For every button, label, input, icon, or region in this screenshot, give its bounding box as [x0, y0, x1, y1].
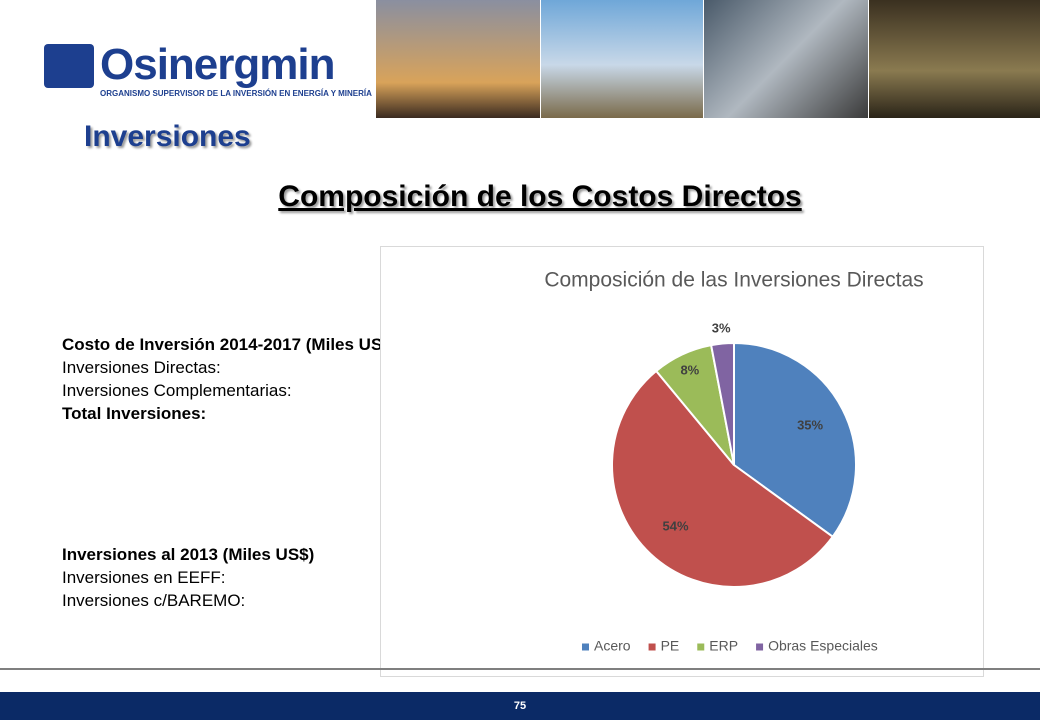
row-label: Total Inversiones: — [62, 404, 207, 423]
footer-bar — [0, 692, 1040, 720]
logo-icon — [44, 44, 94, 88]
logo-text: Osinergmin — [100, 40, 335, 89]
legend-label: ERP — [709, 638, 738, 654]
legend-label: Obras Especiales — [768, 638, 878, 654]
data-label: 8% — [680, 363, 699, 378]
photo — [376, 0, 540, 118]
data-label: 3% — [712, 320, 731, 335]
row-label: Inversiones Directas: — [62, 358, 221, 377]
pie-slice — [733, 341, 857, 539]
photo — [869, 0, 1040, 118]
legend-swatch — [697, 643, 705, 651]
chart-title: Composición de las Inversiones Directas — [544, 269, 923, 292]
legend-label: Acero — [594, 638, 631, 654]
data-label: 35% — [797, 418, 823, 433]
data-label: 54% — [663, 519, 689, 534]
legend-swatch — [582, 643, 589, 651]
row-label: Inversiones en EEFF: — [62, 568, 226, 587]
table-title: Costo de Inversión 2014-2017 (Miles US$) — [62, 335, 398, 354]
chart: Composición de las Inversiones Directas … — [380, 246, 984, 677]
pie-slice — [611, 369, 835, 588]
pie-slice — [709, 341, 735, 466]
legend-swatch — [756, 643, 764, 651]
section-title: Inversiones — [84, 120, 251, 153]
row-label: Inversiones Complementarias: — [62, 381, 292, 400]
legend-swatch — [648, 643, 656, 651]
table-title: Inversiones al 2013 (Miles US$) — [62, 545, 315, 564]
photo — [704, 0, 868, 118]
legend-label: PE — [661, 638, 680, 654]
row-label: Inversiones c/BAREMO: — [62, 591, 246, 610]
photo — [541, 0, 703, 118]
logo-subtitle: ORGANISMO SUPERVISOR DE LA INVERSIÓN EN … — [100, 89, 372, 98]
slide-title: Composición de los Costos Directos — [278, 180, 802, 213]
page-number: 75 — [513, 700, 527, 712]
rule — [0, 668, 1040, 670]
